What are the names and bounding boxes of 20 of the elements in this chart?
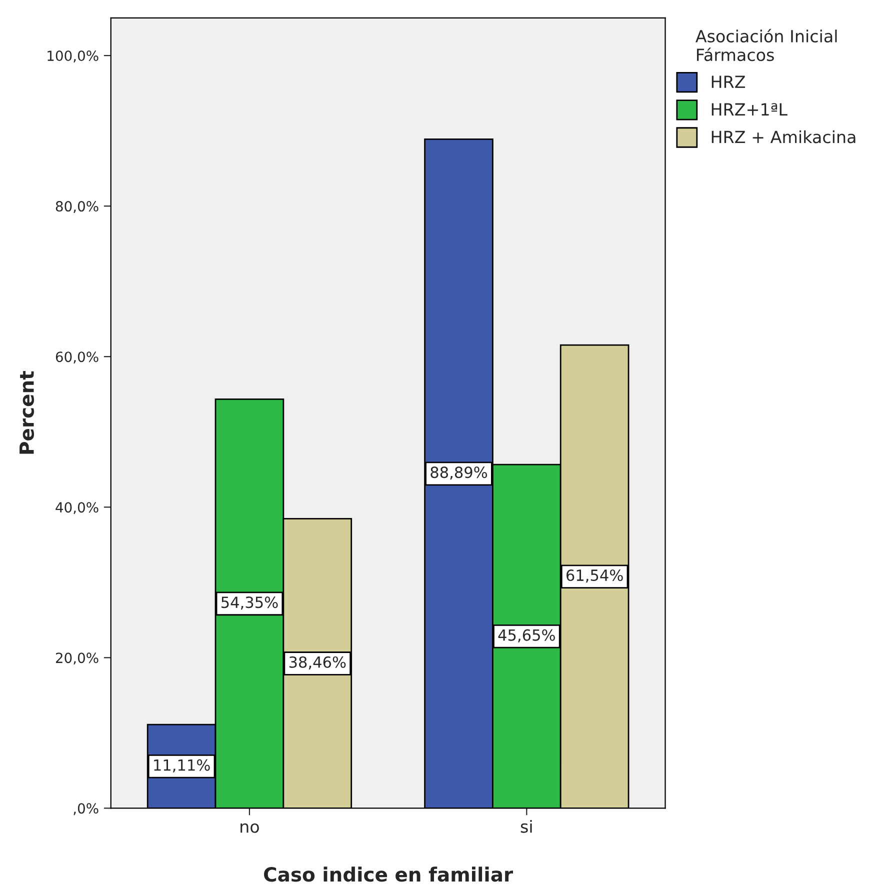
data-label: 11,11% — [154, 759, 210, 772]
data-label: 61,54% — [566, 569, 623, 583]
y-tick-label: 40,0% — [56, 502, 98, 514]
x-tick-label: no — [240, 823, 259, 833]
y-tick-label: ,0% — [74, 803, 98, 816]
x-tick-label: si — [520, 820, 532, 833]
legend-label: HRZ + Amikacina — [712, 130, 856, 144]
data-label: 38,46% — [289, 656, 346, 670]
y-tick-label: 80,0% — [56, 201, 98, 213]
legend-label: HRZ — [712, 76, 746, 88]
data-label: 88,89% — [430, 466, 488, 480]
data-label: 54,35% — [222, 596, 278, 610]
data-label: 45,65% — [498, 629, 555, 642]
y-tick-label: 20,0% — [56, 652, 98, 665]
y-tick-label: 60,0% — [56, 352, 98, 364]
legend-title: Asociación Inicial Fármacos — [696, 28, 837, 62]
x-axis-title: Caso indice en familiar — [264, 866, 514, 882]
y-axis-title: Percent — [20, 371, 34, 454]
y-tick-label: 100,0% — [48, 50, 98, 62]
legend-label: HRZ+1ªL — [712, 103, 788, 116]
